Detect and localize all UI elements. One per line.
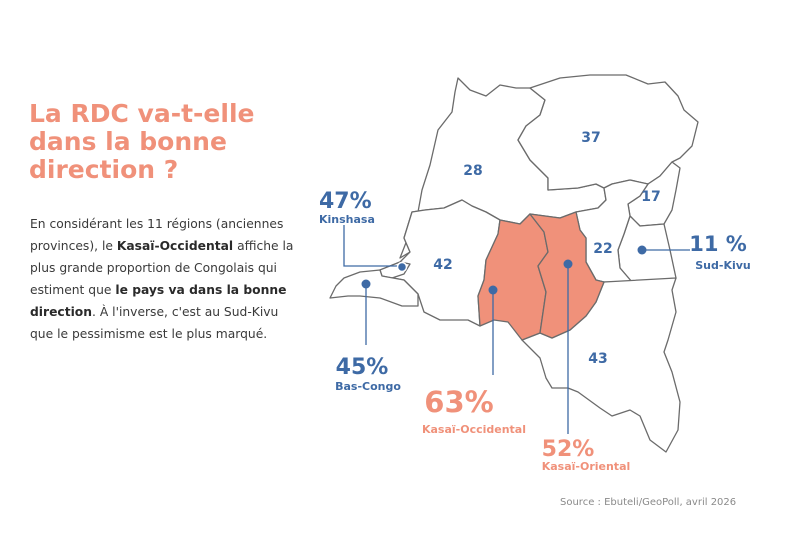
marker-kasai-oriental[interactable]: [563, 259, 573, 269]
leader-kinshasa: [343, 225, 400, 267]
page-title: La RDC va-t-elle dans la bonne direction…: [29, 100, 309, 184]
intro-bold-direction: le pays va dans la bonne direction: [30, 283, 287, 319]
marker-kasai-occidental[interactable]: [488, 285, 498, 295]
region-bas-congo[interactable]: [329, 269, 419, 307]
callout-kasai-occidental-name: Kasaï-Occidental: [422, 423, 526, 436]
label-orientale: 37: [581, 130, 600, 146]
marker-sud-kivu[interactable]: [637, 245, 647, 255]
callout-bas-congo-name: Bas-Congo: [335, 380, 401, 393]
title-line-2: dans la bonne: [29, 127, 227, 156]
label-katanga: 43: [588, 351, 607, 367]
marker-bas-congo[interactable]: [361, 279, 371, 289]
intro-text-1: En considérant les 11 régions (anciennes…: [30, 217, 284, 253]
label-bandundu: 42: [433, 257, 452, 273]
callout-bas-congo-value: 45%: [336, 355, 389, 380]
callout-kasai-occidental-value: 63%: [424, 385, 493, 419]
intro-text-3: . À l'inverse, c'est au Sud-Kivu que le …: [30, 305, 279, 341]
callout-kasai-oriental-value: 52%: [542, 437, 595, 462]
source-note: Source : Ebuteli/GeoPoll, avril 2026: [560, 497, 737, 508]
region-kasai-oriental[interactable]: [529, 211, 605, 339]
marker-kinshasa[interactable]: [396, 261, 408, 273]
intro-paragraph: En considérant les 11 régions (anciennes…: [30, 213, 298, 345]
intro-text-2: affiche la plus grande proportion de Con…: [30, 239, 294, 297]
label-maniema: 22: [593, 241, 612, 257]
label-equateur: 28: [463, 163, 482, 179]
callout-kinshasa-name: Kinshasa: [319, 213, 375, 226]
title-line-1: La RDC va-t-elle: [29, 99, 255, 128]
intro-bold-kasai: Kasaï-Occidental: [116, 239, 234, 253]
callout-kinshasa-value: 47%: [319, 189, 372, 214]
label-nord-kivu: 17: [641, 189, 660, 205]
callout-kasai-oriental-name: Kasaï-Oriental: [542, 460, 631, 473]
callout-sud-kivu-value: 11 %: [689, 232, 747, 256]
callout-sud-kivu-name: Sud-Kivu: [695, 259, 751, 272]
title-line-3: direction ?: [29, 155, 179, 184]
